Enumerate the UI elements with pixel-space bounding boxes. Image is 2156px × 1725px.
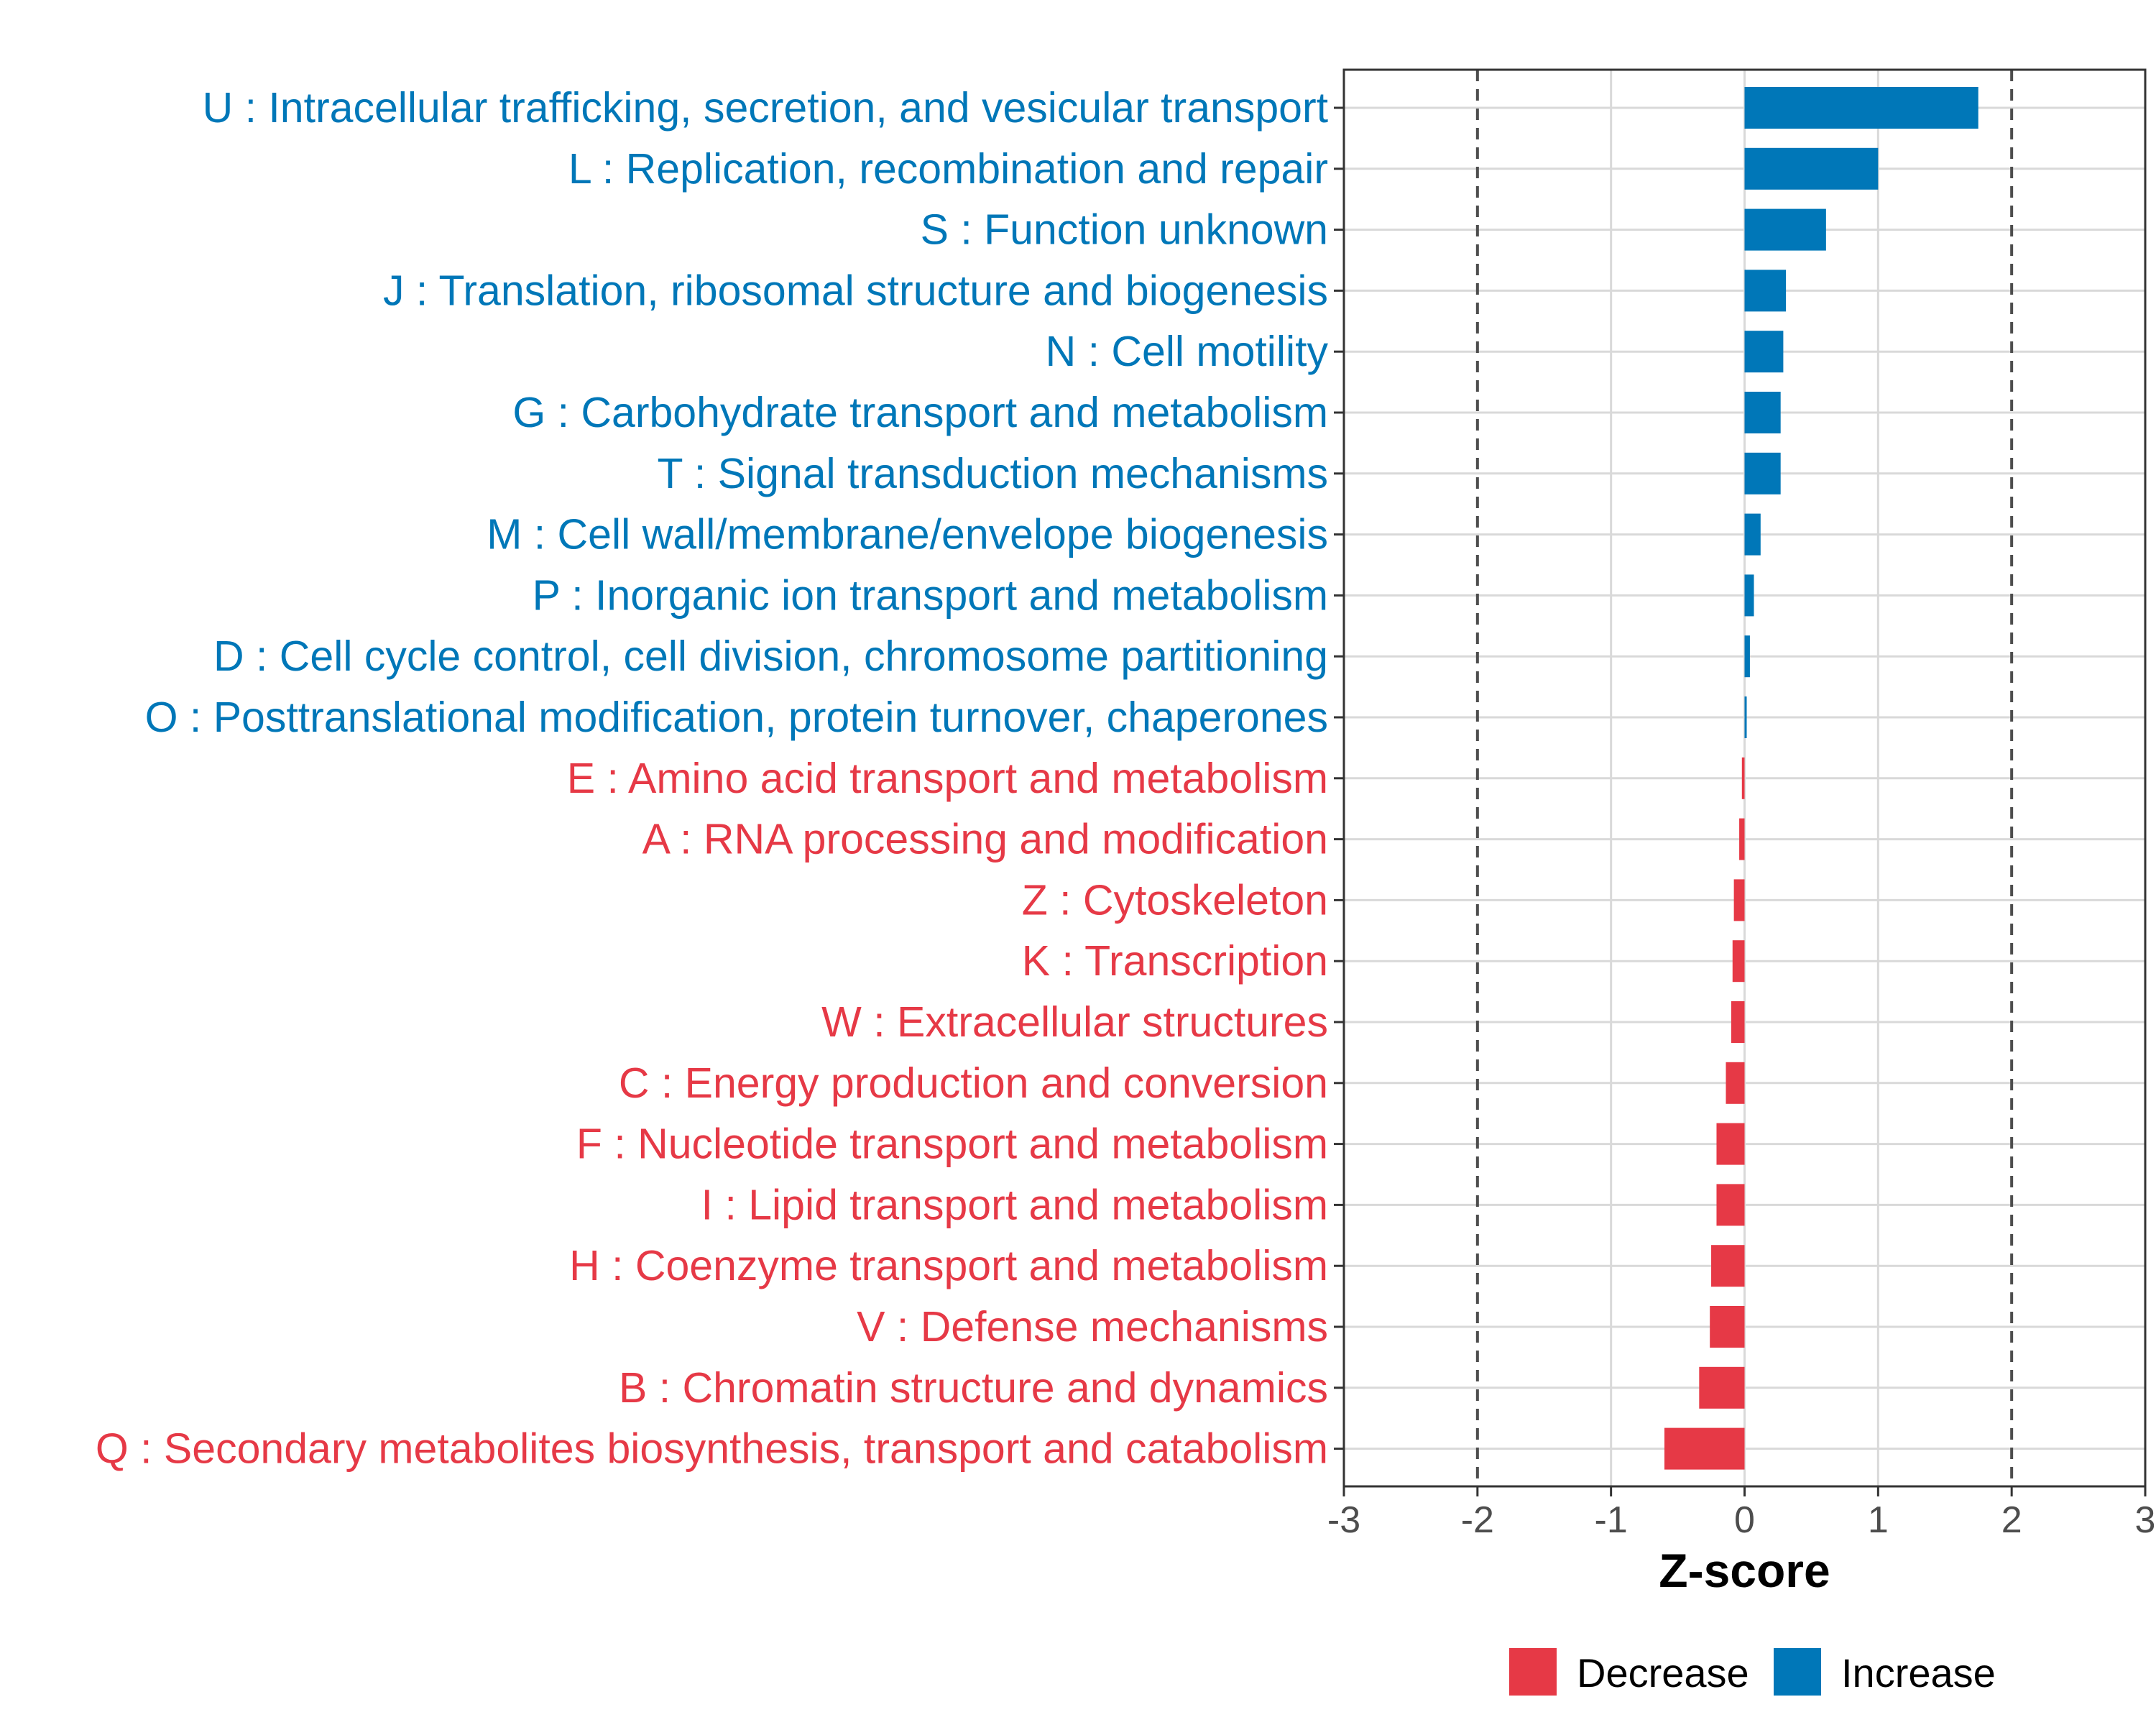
category-label: Q : Secondary metabolites biosynthesis, … — [96, 1425, 1328, 1473]
x-tick-label: 2 — [2001, 1499, 2022, 1541]
category-label: A : RNA processing and modification — [642, 816, 1328, 863]
bar — [1710, 1306, 1745, 1348]
x-tick-label: 1 — [1868, 1499, 1889, 1541]
category-label: O : Posttranslational modification, prot… — [145, 694, 1328, 741]
category-label: C : Energy production and conversion — [619, 1059, 1328, 1107]
category-label: J : Translation, ribosomal structure and… — [383, 267, 1328, 314]
bar — [1716, 1184, 1745, 1226]
legend-label-increase: Increase — [1841, 1650, 1996, 1696]
category-label: U : Intracellular trafficking, secretion… — [203, 84, 1328, 132]
bar — [1726, 1062, 1745, 1104]
bar — [1733, 879, 1745, 921]
category-label: I : Lipid transport and metabolism — [701, 1181, 1328, 1228]
legend-swatch-decrease — [1509, 1648, 1557, 1696]
x-axis-ticks: -3 -2 -1 0 1 2 3 — [1327, 1486, 2156, 1541]
category-label: V : Defense mechanisms — [857, 1303, 1328, 1351]
category-label: N : Cell motility — [1046, 328, 1329, 375]
bar — [1741, 757, 1745, 799]
y-axis-ticks — [1334, 106, 1344, 1450]
x-tick-label: 0 — [1734, 1499, 1755, 1541]
category-label: T : Signal transduction mechanisms — [657, 450, 1328, 497]
category-label: K : Transcription — [1022, 937, 1328, 985]
bar — [1744, 270, 1787, 312]
bar — [1744, 513, 1761, 556]
category-label: B : Chromatin structure and dynamics — [619, 1364, 1328, 1412]
category-label: P : Inorganic ion transport and metaboli… — [533, 571, 1328, 619]
bar — [1744, 147, 1879, 190]
category-labels: U : Intracellular trafficking, secretion… — [96, 84, 1329, 1473]
bar — [1744, 331, 1784, 373]
bar — [1711, 1245, 1745, 1287]
category-label: F : Nucleotide transport and metabolism — [576, 1121, 1328, 1168]
bar — [1744, 392, 1781, 433]
bar — [1744, 635, 1750, 678]
bars — [1664, 87, 1978, 1470]
legend-label-decrease: Decrease — [1577, 1650, 1749, 1696]
category-label: Z : Cytoskeleton — [1022, 876, 1328, 924]
category-label: E : Amino acid transport and metabolism — [567, 755, 1328, 802]
bar — [1739, 818, 1745, 860]
x-axis-title: Z-score — [1659, 1544, 1830, 1597]
category-label: W : Extracellular structures — [821, 998, 1328, 1046]
bar — [1664, 1427, 1745, 1470]
category-label: L : Replication, recombination and repai… — [568, 145, 1328, 193]
category-label: G : Carbohydrate transport and metabolis… — [512, 389, 1328, 436]
bar — [1744, 574, 1754, 617]
bar — [1732, 940, 1745, 983]
x-tick-label: 3 — [2135, 1499, 2156, 1541]
bar — [1744, 696, 1747, 738]
x-tick-label: -3 — [1327, 1499, 1360, 1541]
bar — [1744, 452, 1781, 494]
bar — [1699, 1366, 1745, 1409]
x-tick-label: -1 — [1595, 1499, 1628, 1541]
category-label: D : Cell cycle control, cell division, c… — [213, 632, 1328, 680]
category-label: M : Cell wall/membrane/envelope biogenes… — [487, 511, 1328, 558]
legend: Decrease Increase — [1509, 1648, 1996, 1696]
bar — [1731, 1001, 1745, 1043]
bar — [1744, 87, 1978, 129]
category-label: H : Coenzyme transport and metabolism — [569, 1242, 1328, 1289]
threshold-lines — [1475, 70, 2014, 1486]
x-tick-label: -2 — [1461, 1499, 1494, 1541]
bar — [1716, 1123, 1745, 1165]
category-label: S : Function unknown — [921, 206, 1328, 254]
bar — [1744, 208, 1826, 251]
legend-swatch-increase — [1774, 1648, 1821, 1696]
